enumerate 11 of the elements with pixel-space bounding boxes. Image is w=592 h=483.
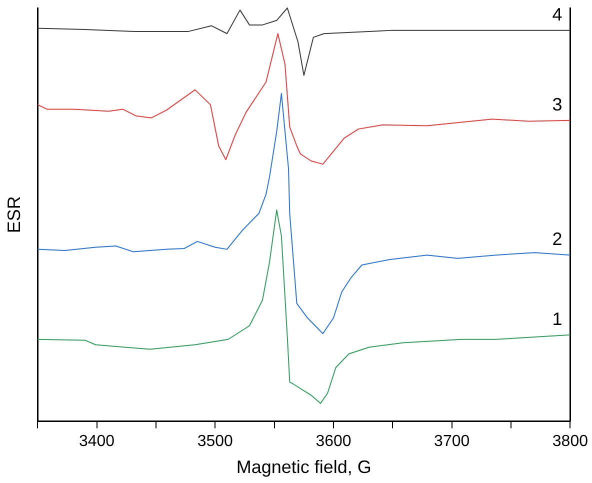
x-tick-label: 3800 bbox=[552, 433, 588, 450]
x-axis-title: Magnetic field, G bbox=[236, 457, 372, 478]
series-label: 1 bbox=[552, 308, 562, 329]
x-tick-label: 3700 bbox=[434, 433, 470, 450]
series-label: 4 bbox=[552, 4, 562, 24]
y-axis-title: ESR bbox=[4, 196, 24, 234]
x-tick-label: 3600 bbox=[316, 433, 352, 450]
x-tick-label: 3400 bbox=[78, 433, 115, 450]
series-label: 3 bbox=[552, 94, 562, 114]
x-tick-label: 3500 bbox=[197, 433, 234, 450]
series-label: 2 bbox=[552, 229, 562, 250]
